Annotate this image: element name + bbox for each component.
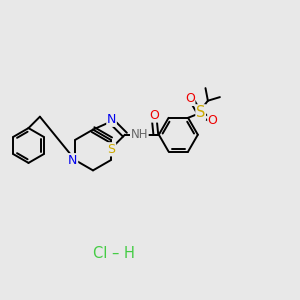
- Text: O: O: [150, 109, 160, 122]
- Text: N: N: [107, 113, 116, 126]
- Text: NH: NH: [130, 128, 148, 141]
- Text: Cl – H: Cl – H: [93, 246, 135, 261]
- Text: N: N: [68, 154, 78, 167]
- Text: S: S: [196, 105, 206, 120]
- Text: O: O: [208, 114, 218, 127]
- Text: S: S: [108, 143, 116, 156]
- Text: O: O: [185, 92, 195, 105]
